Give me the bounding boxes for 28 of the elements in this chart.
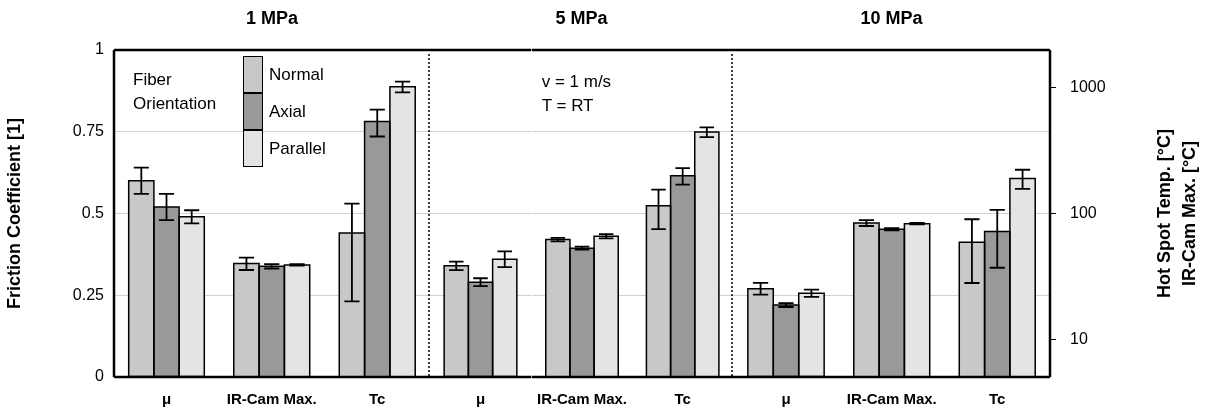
y2-axis-title: Hot Spot Temp. [°C] IR-Cam Max. [°C] [1153, 129, 1199, 298]
legend-label: Parallel [269, 138, 326, 159]
annotation: v = 1 m/s [541, 71, 612, 91]
x-tick-label: μ [161, 390, 172, 408]
y-tick-label: 0.25 [72, 285, 105, 303]
y-axis-title: Friction Coefficient [1] [3, 117, 24, 310]
x-tick-label: Tc [674, 390, 691, 408]
x-tick-label: IR-Cam Max. [846, 390, 937, 408]
x-tick-label: Tc [369, 390, 386, 408]
chart-title: 5 MPa [554, 8, 609, 29]
y2-tick-label: 100 [1070, 203, 1097, 221]
legend-label: Axial [269, 101, 306, 122]
legend-title: Fiber Orientation [133, 69, 218, 115]
x-tick-label: Tc [989, 390, 1006, 408]
x-tick-label: IR-Cam Max. [537, 390, 628, 408]
legend-label: Normal [269, 64, 324, 85]
y-tick-label: 0.75 [72, 122, 105, 140]
y-tick-label: 0 [95, 367, 105, 385]
y2-tick-label: 10 [1070, 329, 1088, 347]
x-tick-label: μ [781, 390, 791, 408]
x-tick-label: IR-Cam Max. [226, 390, 317, 408]
annotation: T = RT [541, 95, 594, 115]
chart-title: 1 MPa [245, 8, 299, 29]
y2-tick-label: 1000 [1070, 78, 1106, 96]
x-tick-label: μ [475, 390, 486, 408]
y-tick-label: 0.5 [81, 203, 105, 221]
y-tick-label: 1 [95, 40, 105, 58]
chart-title: 10 MPa [859, 8, 924, 29]
